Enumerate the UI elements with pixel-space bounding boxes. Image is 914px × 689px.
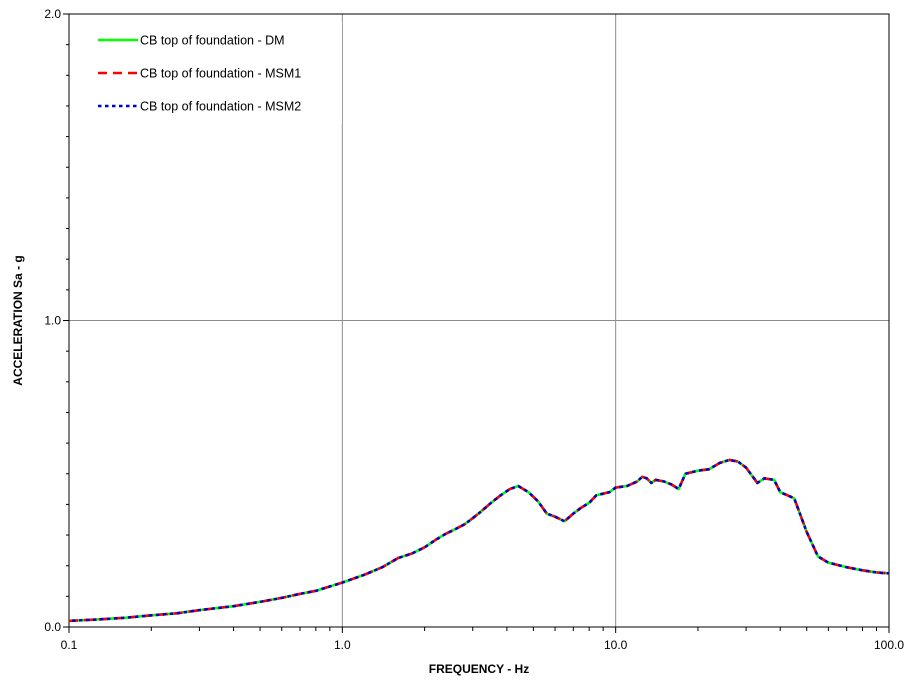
x-tick-label: 0.1 (61, 638, 78, 652)
series-lines (68, 458, 890, 623)
series-line-3 (68, 458, 890, 623)
y-axis-title: ACCELERATION Sa - g (11, 255, 25, 385)
x-tick-label: 10.0 (604, 638, 628, 652)
x-axis-title: FREQUENCY - Hz (429, 662, 529, 676)
y-tick-label: 0.0 (44, 620, 61, 634)
grid-lines (69, 14, 889, 627)
legend-label-1: CB top of foundation - DM (140, 34, 285, 48)
y-axis-ticks: 0.0 1.0 2.0 (44, 7, 69, 634)
legend-label-3: CB top of foundation - MSM2 (140, 100, 301, 114)
legend-label-2: CB top of foundation - MSM1 (140, 67, 301, 81)
y-tick-label: 2.0 (44, 7, 61, 21)
x-axis-ticks: 0.1 1.0 10.0 100.0 (61, 627, 904, 652)
legend: CB top of foundation - DM CB top of found… (92, 22, 342, 124)
y-tick-label: 1.0 (44, 314, 61, 328)
x-tick-label: 100.0 (874, 638, 904, 652)
x-tick-label: 1.0 (334, 638, 351, 652)
